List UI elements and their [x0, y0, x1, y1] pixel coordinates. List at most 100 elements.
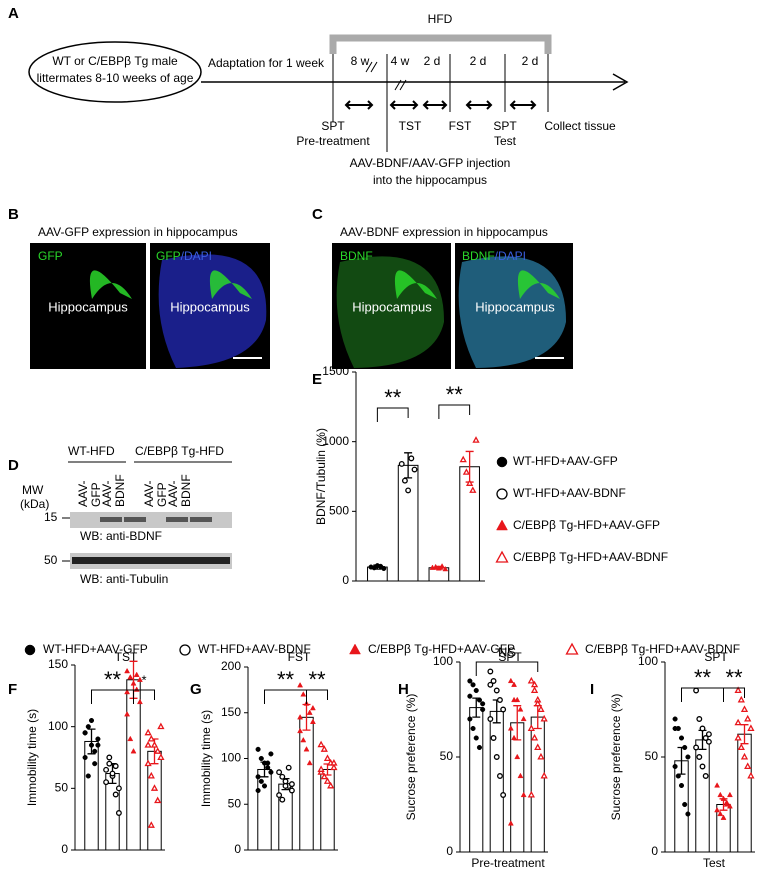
- point: [500, 706, 507, 713]
- significance-label: **: [308, 667, 326, 692]
- point: [696, 716, 703, 722]
- point: [744, 714, 752, 722]
- adaptation-text: Adaptation for 1 week: [208, 56, 325, 70]
- point: [685, 754, 691, 760]
- point: [734, 733, 742, 741]
- point: [740, 752, 749, 760]
- y-tick-label: 50: [55, 781, 69, 795]
- bar: [299, 716, 314, 851]
- point: [747, 771, 755, 779]
- point: [320, 745, 328, 752]
- error-bar: [740, 724, 749, 745]
- point: [144, 759, 152, 767]
- point: [527, 676, 535, 684]
- point: [323, 754, 332, 761]
- y-axis-label: BDNF/Tubulin (%): [314, 428, 328, 525]
- legend-marker: [496, 519, 508, 531]
- significance-bracket: [475, 661, 539, 676]
- point: [330, 758, 338, 766]
- point: [115, 810, 122, 816]
- point: [507, 725, 514, 731]
- point: [530, 686, 539, 693]
- point: [115, 785, 122, 792]
- point: [527, 724, 535, 731]
- hippocampus-signal: [394, 270, 437, 299]
- point: [473, 735, 479, 741]
- point: [520, 715, 527, 722]
- channel-label: GFP/DAPI: [156, 249, 212, 263]
- point: [476, 697, 483, 703]
- point: [459, 455, 467, 463]
- point: [682, 744, 688, 751]
- point: [261, 783, 268, 789]
- point: [297, 714, 304, 720]
- point: [288, 781, 295, 788]
- interval-label: 8 w: [351, 54, 370, 68]
- channel-label: BDNF: [340, 249, 373, 263]
- point: [702, 735, 709, 741]
- chart-title: SPT: [498, 650, 522, 664]
- bdnf-signal: [336, 256, 445, 368]
- y-tick-label: 0: [446, 844, 453, 858]
- point: [136, 698, 143, 705]
- bar: [397, 464, 419, 582]
- channel-label: BDNF/DAPI: [462, 249, 526, 263]
- point: [133, 671, 140, 677]
- point: [255, 787, 261, 794]
- point: [147, 734, 155, 742]
- point: [88, 742, 95, 748]
- point: [720, 814, 727, 820]
- point: [112, 791, 119, 798]
- region-label: Hippocampus: [170, 299, 250, 314]
- y-tick-label: 100: [638, 654, 658, 668]
- legend-marker: [496, 488, 508, 500]
- panel-letter: H: [398, 681, 409, 698]
- start-text: littermates 8-10 weeks of age: [37, 71, 194, 85]
- point: [714, 782, 721, 788]
- point: [740, 705, 749, 712]
- event-label: FST: [449, 119, 472, 133]
- interval-label: 4 w: [391, 54, 410, 68]
- point: [540, 714, 548, 722]
- point: [507, 820, 514, 826]
- point: [297, 727, 304, 734]
- chart-title: SPT: [704, 650, 728, 664]
- event-label: TST: [399, 119, 422, 133]
- point: [480, 701, 486, 707]
- timeline-diagram: [28, 34, 629, 152]
- point: [144, 741, 152, 748]
- image: [30, 243, 146, 369]
- point: [699, 763, 706, 770]
- mw-marker: 15: [44, 510, 58, 524]
- point: [109, 770, 116, 777]
- channel-name: BDNF: [462, 249, 495, 263]
- point: [92, 748, 98, 754]
- region-label: Hippocampus: [48, 299, 128, 314]
- lane-label: AAV-: [76, 481, 90, 507]
- point: [470, 682, 476, 688]
- dapi-signal: [158, 254, 267, 368]
- bar: [510, 722, 525, 853]
- point: [112, 763, 119, 770]
- legend-marker: [179, 644, 191, 656]
- point: [330, 763, 338, 771]
- point: [675, 773, 681, 779]
- point: [693, 744, 700, 751]
- significance-bracket: [438, 404, 471, 419]
- western-blot: [62, 461, 232, 569]
- group-label: WT-HFD: [68, 444, 115, 458]
- point: [95, 742, 101, 748]
- y-tick-label: 0: [342, 573, 349, 587]
- region-label: Hippocampus: [352, 299, 432, 314]
- legend-label: C/EBPβ Tg-HFD+AAV-GFP: [368, 642, 515, 656]
- band: [124, 517, 146, 522]
- point: [268, 769, 274, 775]
- lane-label: AAV-: [100, 481, 114, 507]
- point: [734, 718, 742, 726]
- point: [309, 704, 316, 711]
- point: [150, 784, 159, 791]
- point: [127, 735, 134, 742]
- panel-letter: F: [8, 681, 17, 698]
- point: [487, 668, 494, 675]
- point: [285, 764, 292, 771]
